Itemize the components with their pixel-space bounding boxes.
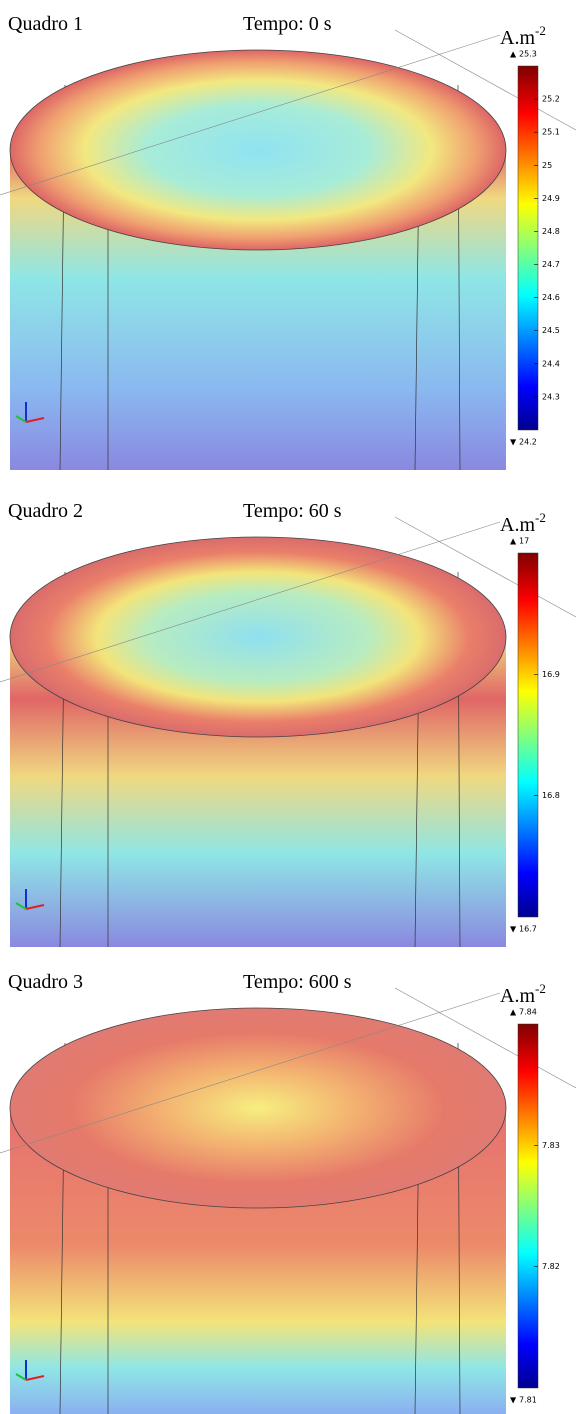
unit-exponent: -2 xyxy=(535,981,546,996)
axis-line xyxy=(0,521,501,683)
colorbar-tick-label: 24.5 xyxy=(542,326,560,335)
triad-y xyxy=(15,1373,27,1381)
cylinder-top xyxy=(9,49,507,251)
axis-line xyxy=(394,987,576,1089)
colorbar-tick-label: 25.1 xyxy=(542,128,560,137)
unit-base: A.m xyxy=(500,27,535,49)
panel-label: Quadro 3 xyxy=(8,971,83,993)
colorbar-tick-label: 7.83 xyxy=(542,1141,560,1150)
triad-y xyxy=(15,415,27,423)
axis-line xyxy=(0,992,501,1154)
colorbar-tick-label: 16.9 xyxy=(542,670,560,679)
unit-label: A.m-2 xyxy=(500,23,546,49)
cylinder-top xyxy=(9,536,507,738)
axis-line xyxy=(394,516,576,618)
unit-exponent: -2 xyxy=(535,510,546,525)
unit-label: A.m-2 xyxy=(500,510,546,536)
colorbar-tick-label: 25 xyxy=(542,161,552,170)
panel: Quadro 3 Tempo: 600 sA.m-2▲ 7.84▼ 7.817.827… xyxy=(0,971,576,1414)
colorbar-tick-label: 25.2 xyxy=(542,95,560,104)
colorbar-tick-label: 24.3 xyxy=(542,392,560,401)
min-marker: ▼ xyxy=(510,438,517,447)
colorbar xyxy=(517,1023,539,1389)
min-marker: ▼ xyxy=(510,925,517,934)
cylinder-top xyxy=(9,1007,507,1209)
colorbar-tick-label: 7.82 xyxy=(542,1262,560,1271)
max-marker: ▲ xyxy=(510,50,517,59)
triad-x xyxy=(25,1375,45,1381)
time-label: Tempo: 60 s xyxy=(243,500,342,522)
max-marker: ▲ xyxy=(510,537,517,546)
colorbar-tick-label: 24.7 xyxy=(542,260,560,269)
panel-label: Quadro 2 xyxy=(8,500,83,522)
panel: Quadro 2 Tempo: 60 sA.m-2▲ 17▼ 16.716.816.9 xyxy=(0,500,576,948)
colorbar-max: 17 xyxy=(519,537,529,546)
colorbar xyxy=(517,552,539,918)
max-marker: ▲ xyxy=(510,1008,517,1017)
time-label: Tempo: 600 s xyxy=(243,971,352,993)
time-label: Tempo: 0 s xyxy=(243,13,332,35)
colorbar xyxy=(517,65,539,431)
colorbar-min: 7.81 xyxy=(519,1396,537,1405)
unit-exponent: -2 xyxy=(535,23,546,38)
colorbar-min: 16.7 xyxy=(519,925,537,934)
min-marker: ▼ xyxy=(510,1396,517,1405)
unit-base: A.m xyxy=(500,514,535,536)
panel: Quadro 1 Tempo: 0 sA.m-2▲ 25.3▼ 24.224.324.… xyxy=(0,13,576,471)
colorbar-tick-label: 24.6 xyxy=(542,293,560,302)
triad-x xyxy=(25,417,45,423)
colorbar-max: 25.3 xyxy=(519,50,537,59)
unit-base: A.m xyxy=(500,985,535,1007)
unit-label: A.m-2 xyxy=(500,981,546,1007)
colorbar-tick-label: 16.8 xyxy=(542,791,560,800)
colorbar-tick-label: 24.9 xyxy=(542,194,560,203)
triad-y xyxy=(15,902,27,910)
colorbar-min: 24.2 xyxy=(519,438,537,447)
axis-line xyxy=(0,34,501,196)
triad-x xyxy=(25,904,45,910)
axis-line xyxy=(394,29,576,131)
colorbar-tick-label: 24.8 xyxy=(542,227,560,236)
colorbar-max: 7.84 xyxy=(519,1008,537,1017)
panel-label: Quadro 1 xyxy=(8,13,83,35)
colorbar-tick-label: 24.4 xyxy=(542,359,560,368)
